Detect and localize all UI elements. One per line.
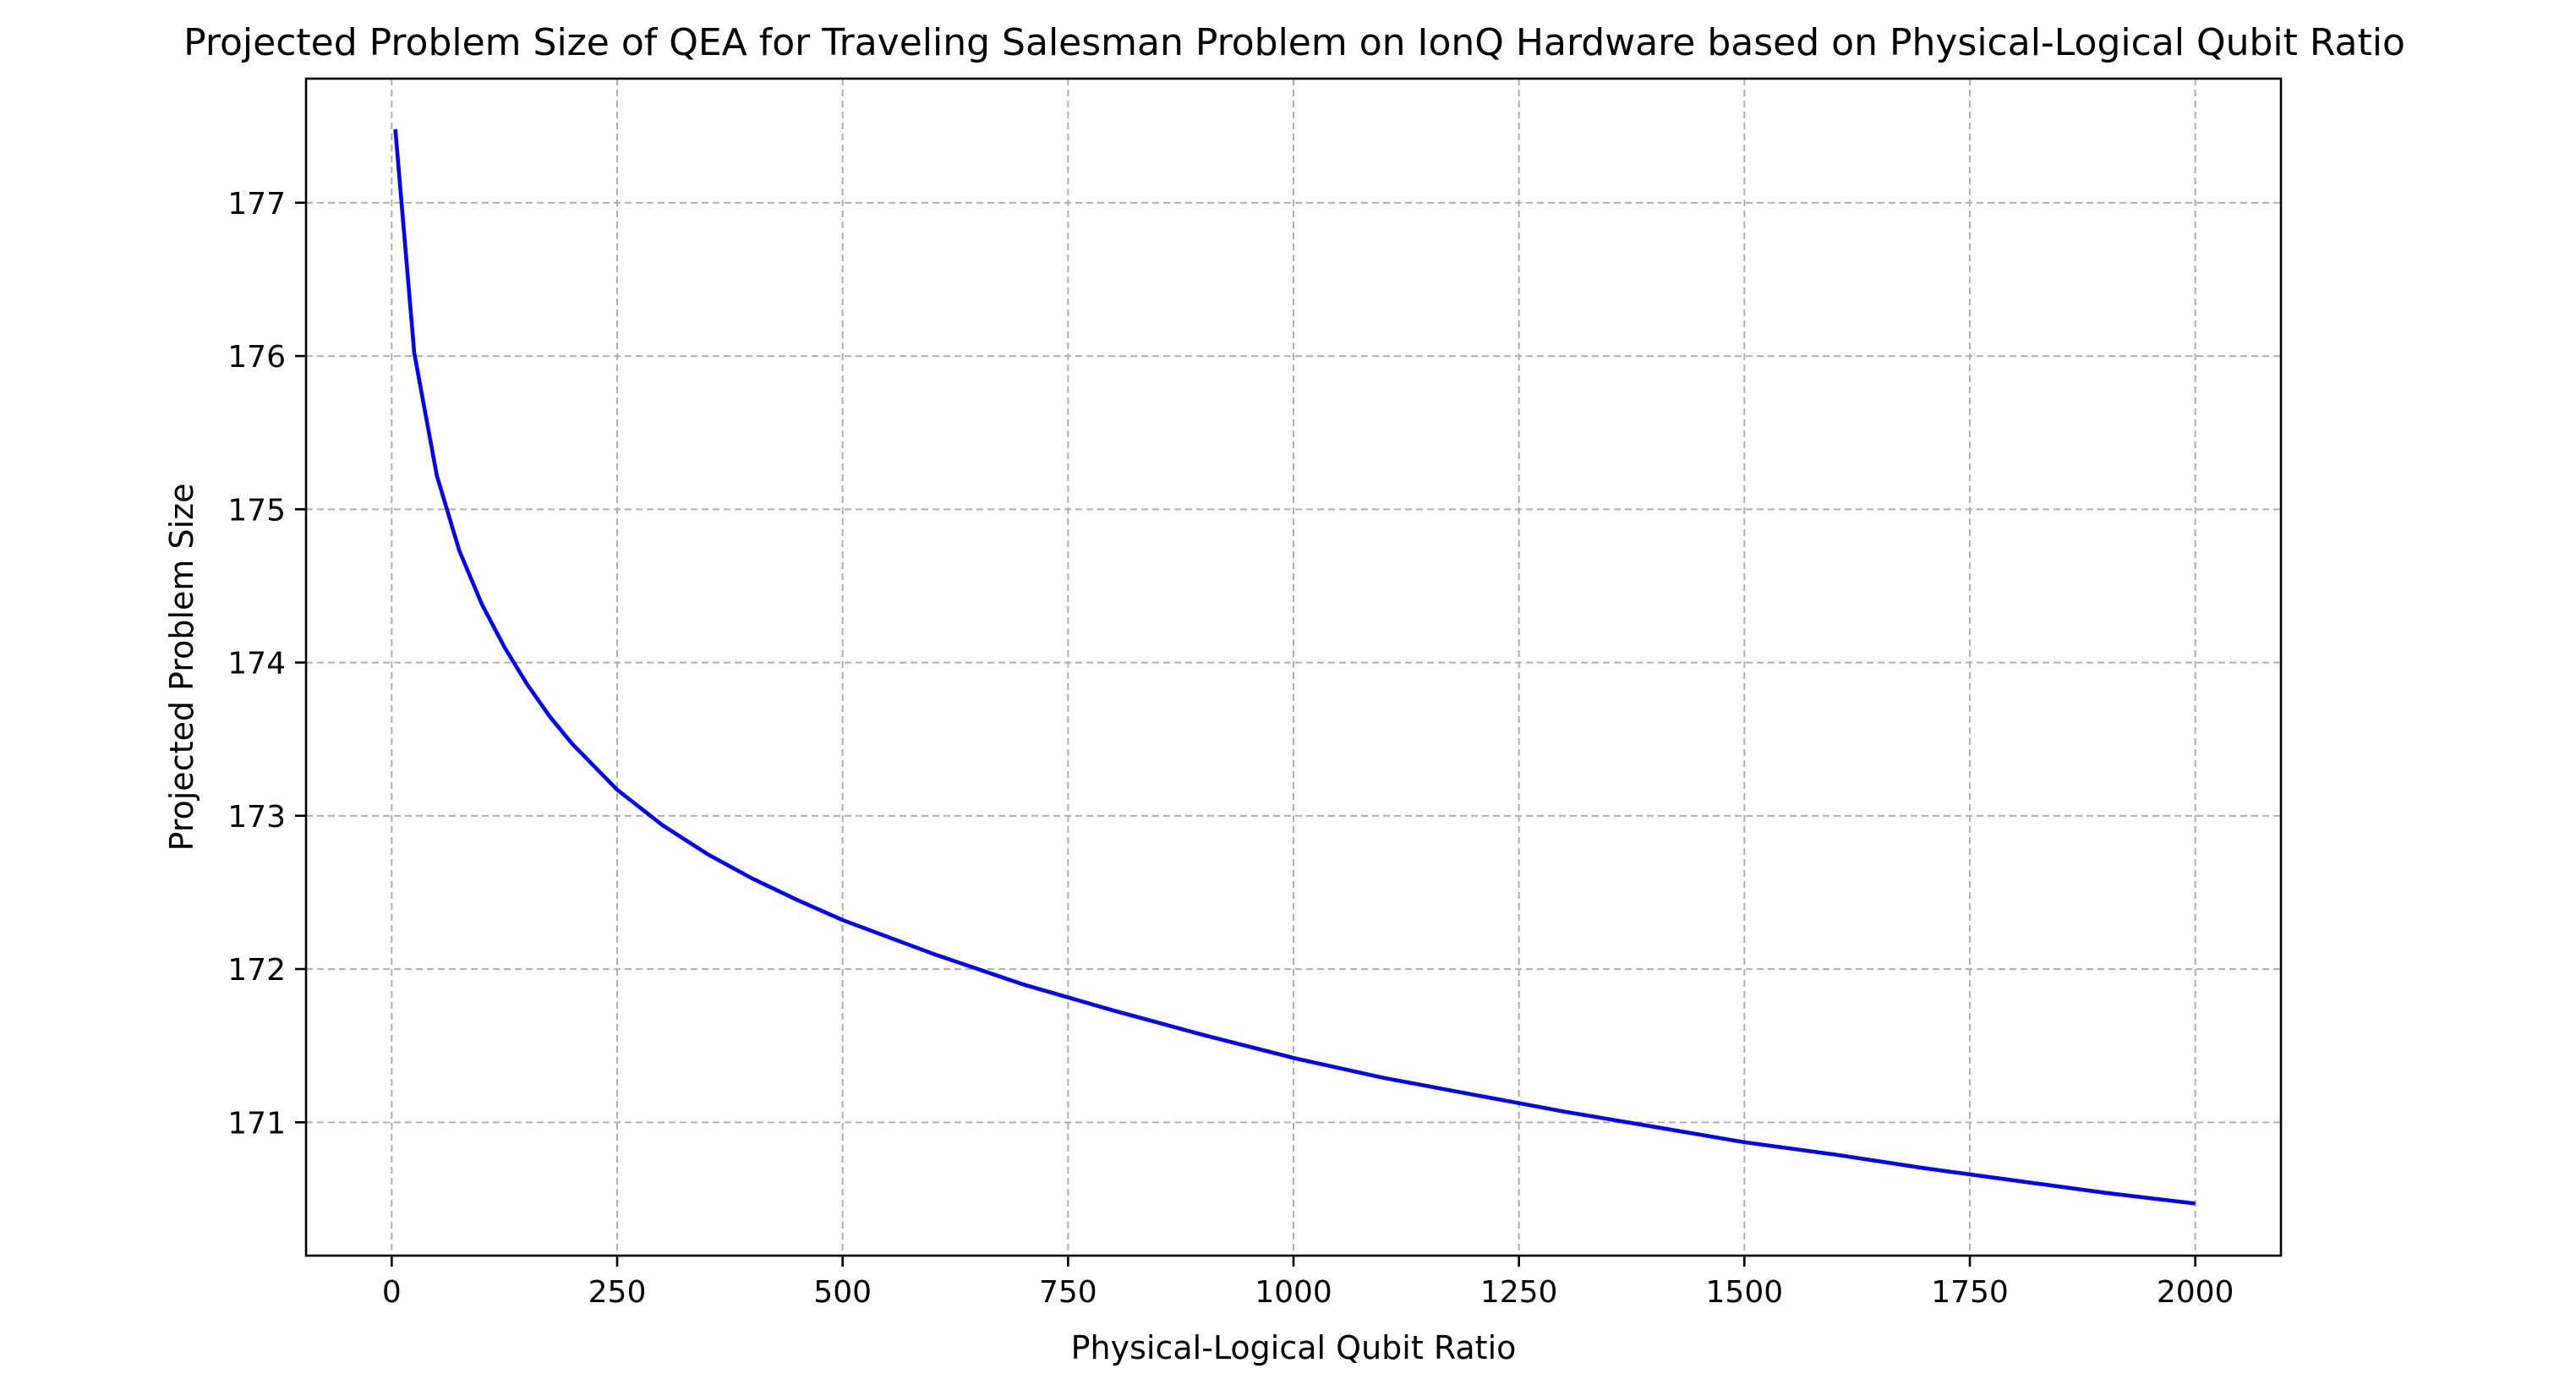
x-tick-label: 1250 <box>1480 1275 1558 1310</box>
x-tick-label: 1000 <box>1255 1275 1332 1310</box>
y-tick-label: 174 <box>227 647 286 682</box>
y-axis-label: Projected Problem Size <box>163 483 200 851</box>
x-axis-label: Physical-Logical Qubit Ratio <box>1071 1329 1517 1366</box>
y-tick-label: 172 <box>227 953 286 988</box>
series-line <box>393 129 2196 1206</box>
x-tick-label: 250 <box>588 1275 647 1310</box>
x-tick-label: 1750 <box>1931 1275 2009 1310</box>
y-tick-label: 173 <box>227 800 286 835</box>
x-tick-label: 2000 <box>2157 1275 2234 1310</box>
x-tick-label: 500 <box>813 1275 872 1310</box>
y-tick-label: 175 <box>227 493 286 528</box>
y-tick-label: 176 <box>227 340 286 375</box>
y-axis: 171 172 173 174 175 176 177 <box>227 187 306 1141</box>
x-axis: 0 250 500 750 1000 1250 1500 1750 2000 <box>382 1256 2234 1310</box>
x-tick-label: 0 <box>382 1275 402 1310</box>
x-tick-label: 1500 <box>1706 1275 1784 1310</box>
x-tick-label: 750 <box>1039 1275 1097 1310</box>
y-tick-label: 171 <box>227 1106 286 1141</box>
chart-title: Projected Problem Size of QEA for Travel… <box>183 21 2405 64</box>
y-tick-label: 177 <box>227 187 286 222</box>
series-layer <box>393 129 2196 1206</box>
